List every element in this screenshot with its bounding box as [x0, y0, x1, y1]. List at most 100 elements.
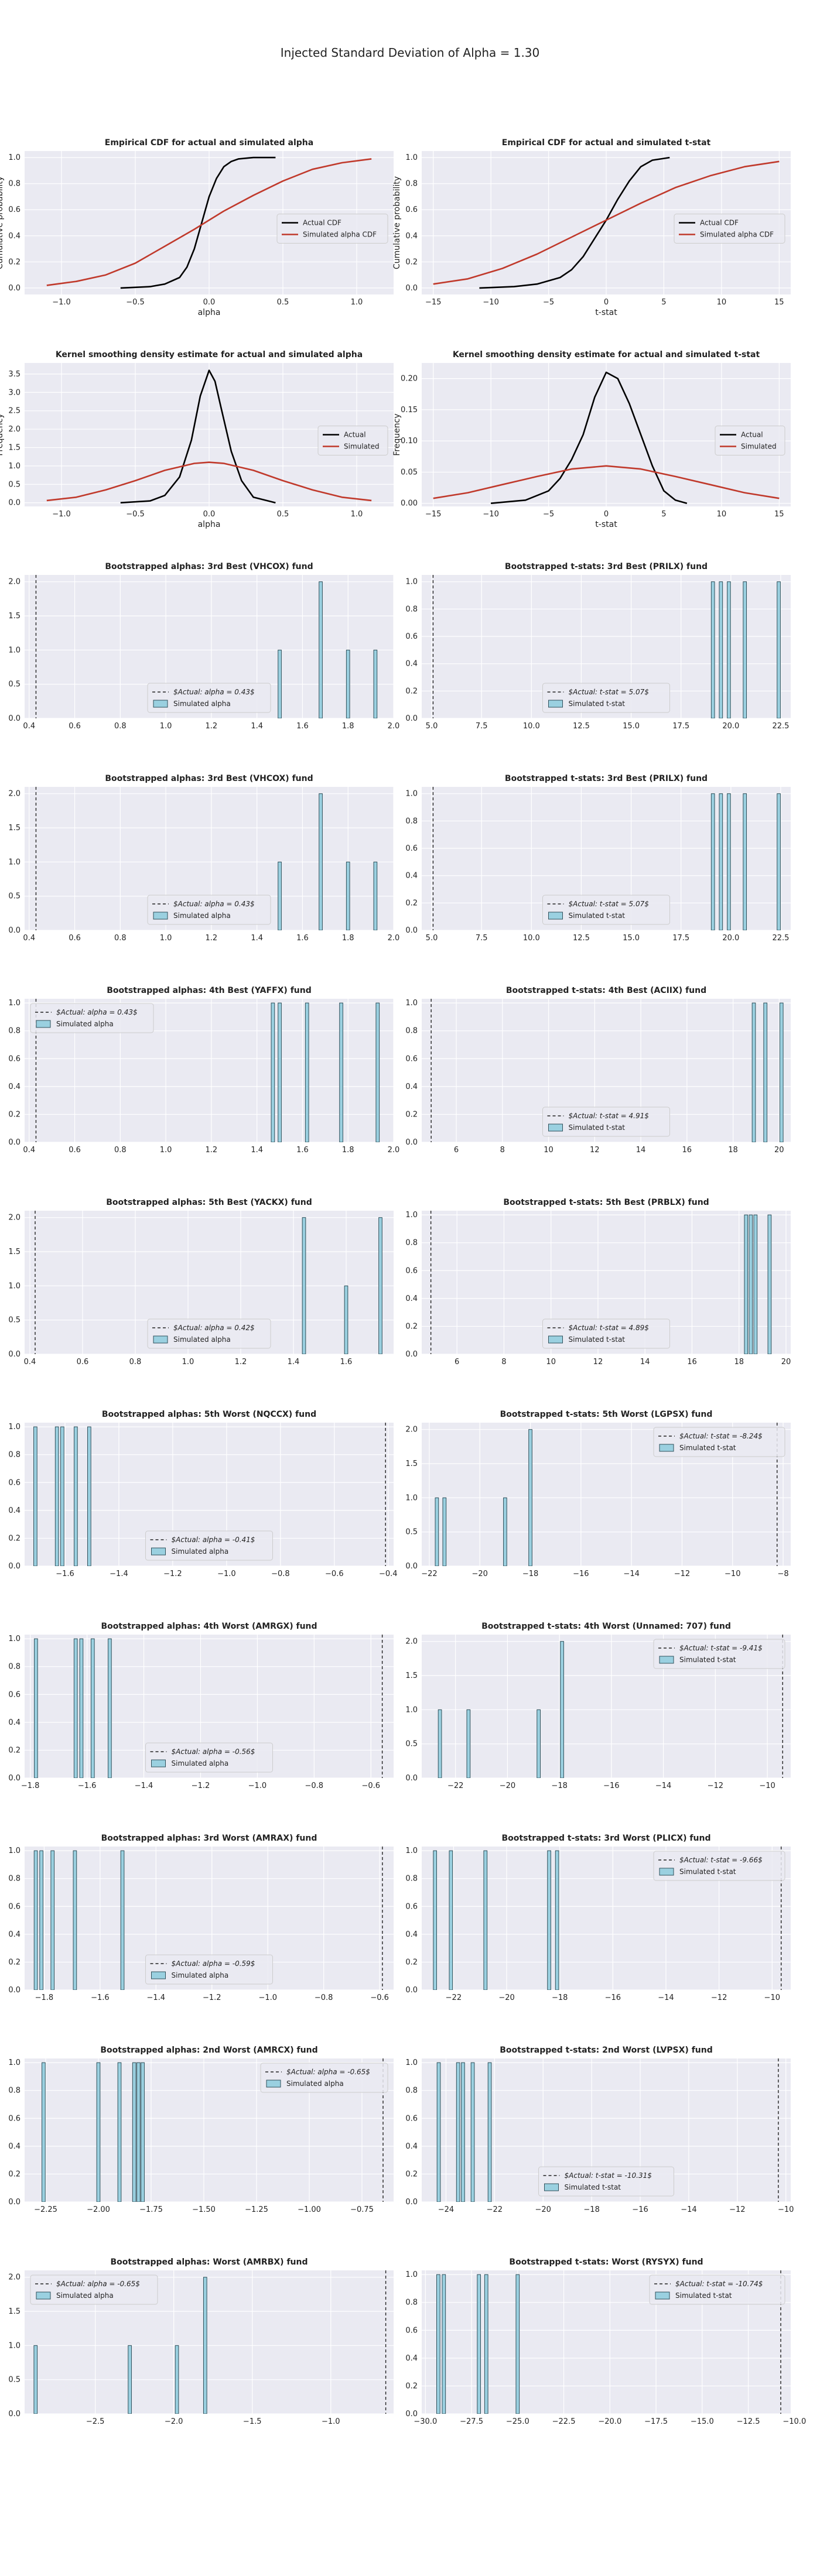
y-tick-label: 0.6	[8, 1478, 20, 1487]
x-tick-label: 5	[661, 298, 666, 307]
x-tick-label: 10	[546, 1358, 556, 1366]
subplot-4: −15 −10 −5 0 5 10 15 0.00 0.05 0.10 0.15 0.20 Kernel…	[392, 350, 791, 529]
legend-box-swatch	[659, 1868, 674, 1876]
y-tick-label: 0.8	[405, 180, 418, 189]
plot-content	[433, 371, 780, 504]
y-tick-label: 0.4	[405, 872, 418, 881]
legend-label: $Actual: t-stat = -9.66$	[679, 1856, 763, 1864]
histogram-bar	[346, 649, 350, 718]
y-tick-label: 0.0	[405, 926, 418, 935]
y-tick-label: 0.0	[405, 1350, 418, 1359]
histogram-bar	[461, 2062, 465, 2202]
histogram-bar	[278, 649, 282, 718]
x-tick-label: 0.4	[23, 722, 35, 731]
histogram-bar	[779, 1002, 784, 1142]
x-tick-label: 1.0	[160, 722, 172, 731]
subplot-title: Bootstrapped alphas: 5th Best (YACKX) fu…	[106, 1198, 312, 1207]
x-tick-label: −24	[438, 2205, 454, 2214]
x-tick-label: 22.5	[772, 722, 789, 731]
legend-frame	[542, 895, 670, 925]
legend-frame	[715, 426, 785, 455]
x-tick-label: −0.4	[379, 1570, 398, 1578]
x-tick-label: −20.0	[598, 2417, 621, 2426]
legend-box-swatch	[36, 1020, 51, 1028]
subplot-title: Empirical CDF for actual and simulated a…	[105, 138, 313, 148]
legend-label: Simulated t-stat	[675, 2291, 732, 2300]
x-tick-label: −2.25	[34, 2205, 57, 2214]
x-tick-label: −16	[603, 1782, 619, 1790]
plot-content	[436, 2058, 779, 2202]
legend-label: $Actual: t-stat = 4.91$	[569, 1112, 649, 1120]
histogram-bar	[96, 2062, 101, 2202]
y-tick-label: 0.2	[405, 1110, 418, 1119]
histogram-bar	[470, 2062, 475, 2202]
legend: $Actual: t-stat = -10.31$ Simulated t-sta…	[538, 2166, 674, 2197]
x-tick-label: 17.5	[672, 722, 689, 731]
plot-content	[33, 1423, 386, 1566]
subplot-title: Bootstrapped t-stats: 5th Worst (LGPSX) …	[500, 1410, 713, 1419]
x-tick-label: −0.5	[126, 298, 145, 307]
x-tick-label: 8	[501, 1358, 506, 1366]
legend-frame	[542, 683, 670, 713]
x-tick-label: 1.2	[206, 722, 218, 731]
x-tick-label: −12	[711, 1993, 727, 2002]
legend-label: Simulated alpha	[172, 1547, 229, 1556]
legend-box-swatch	[153, 1335, 168, 1344]
x-tick-label: −16	[573, 1570, 589, 1578]
x-tick-label: −1.0	[322, 2417, 340, 2426]
y-tick-label: 0.0	[405, 1986, 418, 1995]
subplot-3: −1.0 −0.5 0.0 0.5 1.0 0.0 0.5 1.0 1.5 2.0 2.5 3.0 3.…	[0, 350, 394, 529]
x-tick-label: 12	[593, 1358, 603, 1366]
x-tick-label: −1.4	[147, 1993, 166, 2002]
x-tick-label: −1.25	[245, 2205, 268, 2214]
x-tick-label: 1.8	[342, 722, 354, 731]
legend-box-swatch	[659, 1444, 674, 1452]
histogram-bar	[442, 2274, 446, 2414]
y-tick-label: 0.0	[8, 1350, 20, 1359]
y-tick-label: 1.0	[405, 999, 418, 1008]
x-tick-label: 12.5	[573, 934, 590, 943]
legend-label: $Actual: t-stat = -8.24$	[679, 1432, 763, 1440]
y-tick-label: 0.8	[8, 1875, 20, 1883]
legend: $Actual: t-stat = 4.89$ Simulated t-stat	[542, 1318, 670, 1349]
y-tick-label: 1.5	[8, 612, 20, 621]
y-tick-label: 0.4	[8, 1930, 20, 1939]
legend: $Actual: t-stat = -9.41$ Simulated t-stat	[653, 1639, 785, 1669]
legend-box-swatch	[266, 2080, 281, 2088]
y-tick-label: 0.6	[405, 844, 418, 853]
y-tick-label: 1.0	[8, 462, 20, 471]
y-tick-label: 0.0	[8, 1138, 20, 1147]
subplot-title: Bootstrapped alphas: 5th Worst (NQCCX) f…	[102, 1410, 316, 1419]
x-tick-label: −18	[551, 1782, 567, 1790]
histogram-bar	[128, 2345, 132, 2414]
x-tick-label: 2.0	[388, 934, 400, 943]
y-tick-label: 2.0	[405, 1426, 418, 1434]
subplot-15: −1.8 −1.6 −1.4 −1.2 −1.0 −0.8 −0.6 0.0 0.2 0.4 0.6…	[8, 1622, 394, 1790]
y-tick-label: 0.8	[8, 1663, 20, 1671]
x-tick-label: −1.4	[135, 1782, 153, 1790]
series-line-2	[46, 158, 372, 286]
x-tick-label: −27.5	[460, 2417, 483, 2426]
histogram-bar	[449, 1850, 453, 1990]
x-tick-label: −1.50	[192, 2205, 216, 2214]
x-tick-label: 0.5	[277, 510, 289, 519]
y-tick-label: 0.8	[405, 1875, 418, 1883]
y-tick-label: 0.8	[405, 817, 418, 825]
x-tick-label: −1.0	[52, 510, 71, 519]
y-tick-label: 0.2	[8, 258, 20, 266]
x-tick-label: 0.8	[114, 722, 127, 731]
plot-content	[34, 1635, 383, 1778]
x-tick-label: 10	[717, 298, 727, 307]
subplot-8: 5.0 7.5 10.0 12.5 15.0 17.5 20.0 22.5 0.0 0.2 0.4 0…	[405, 774, 791, 943]
y-tick-label: 1.5	[8, 443, 20, 452]
legend-label: Simulated t-stat	[679, 1656, 736, 1664]
legend-label: Simulated t-stat	[569, 700, 626, 708]
x-tick-label: 1.6	[296, 934, 309, 943]
x-tick-label: 18	[728, 1146, 738, 1155]
x-tick-label: 0.8	[114, 1146, 127, 1155]
legend-label: $Actual: alpha = -0.56$	[172, 1748, 255, 1756]
x-tick-label: 14	[640, 1358, 650, 1366]
y-tick-label: 1.0	[405, 1493, 418, 1502]
legend-frame	[147, 683, 271, 713]
histogram-bar	[719, 581, 723, 718]
